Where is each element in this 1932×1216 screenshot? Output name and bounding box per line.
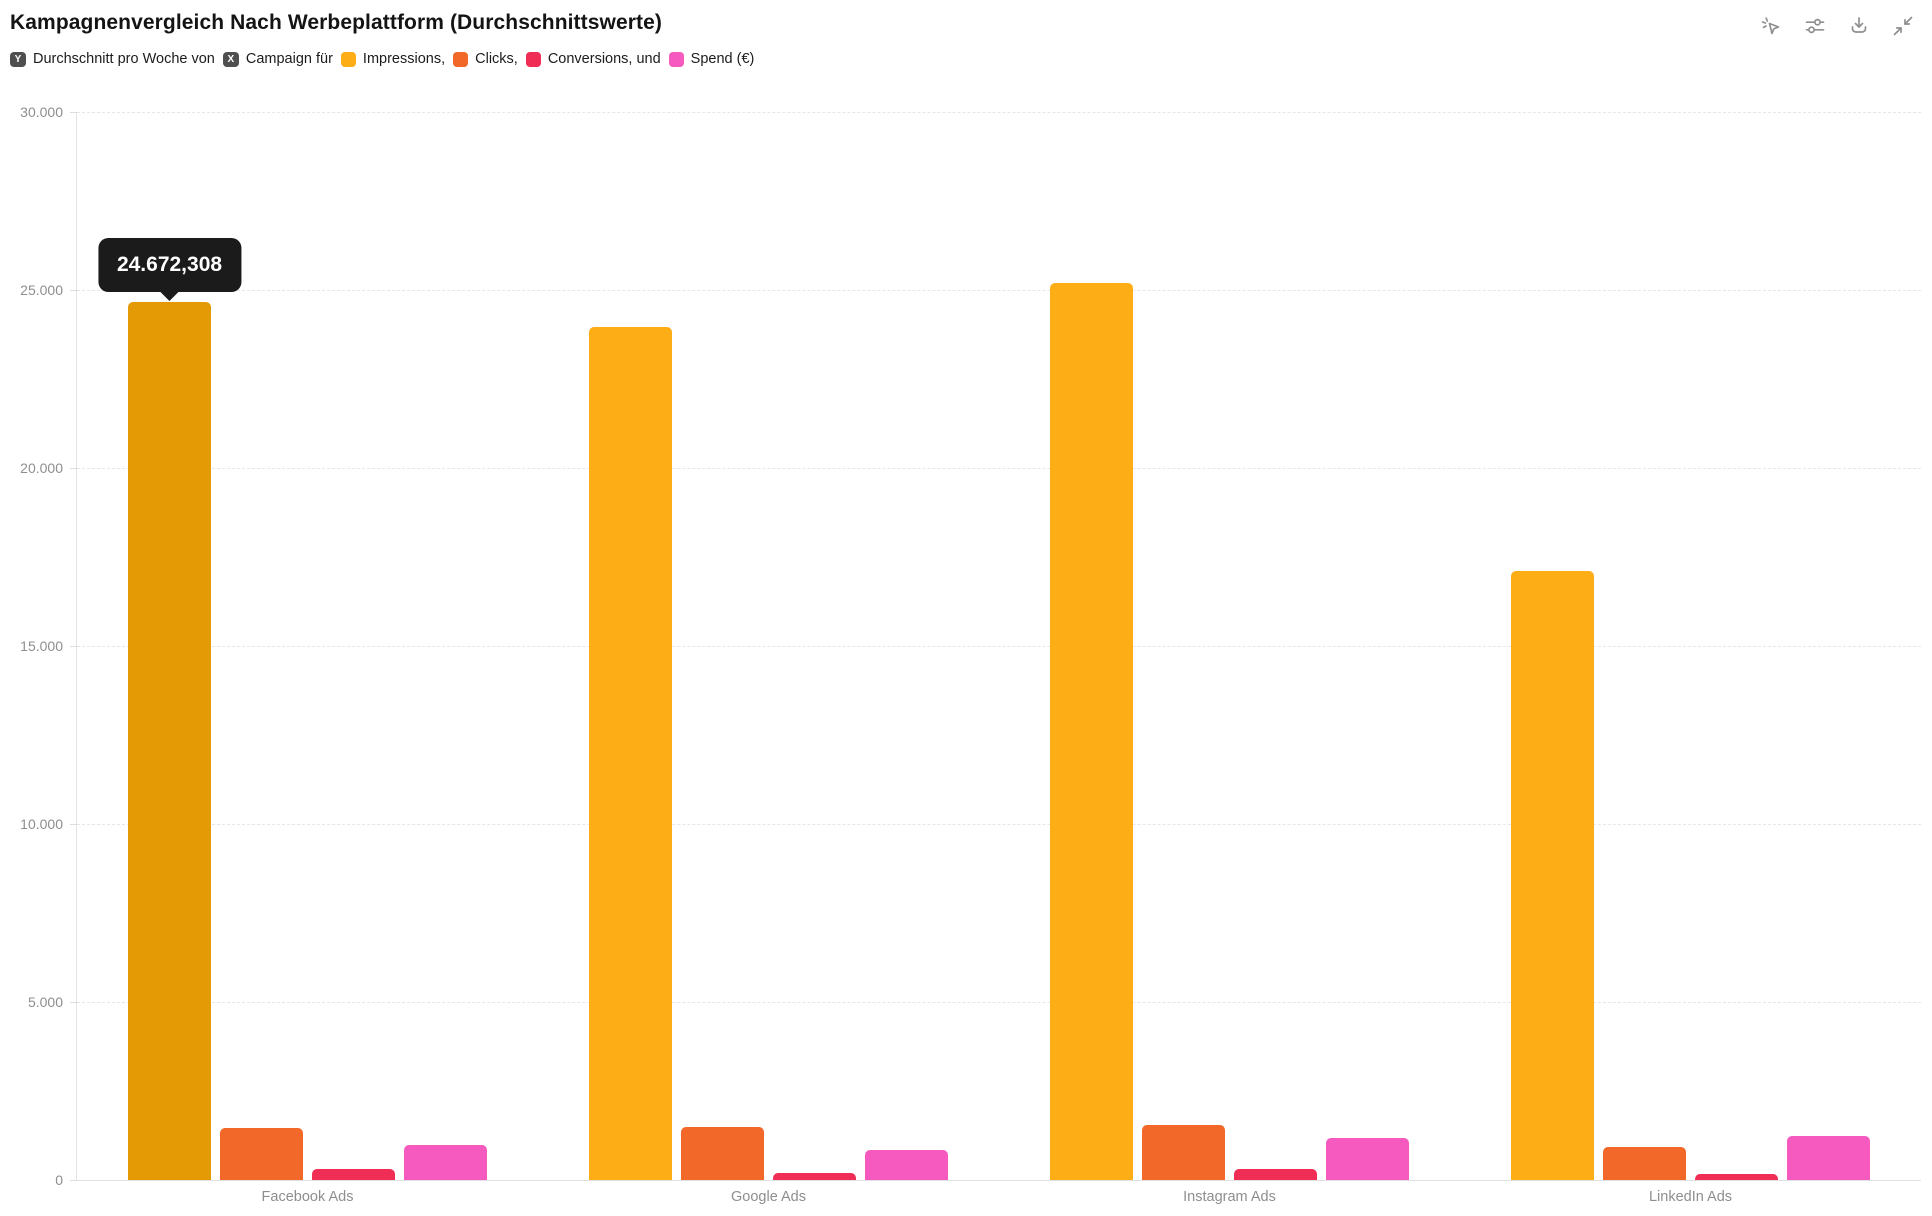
x-tick-label: Instagram Ads [1183, 1189, 1276, 1205]
bar-google-ads-spend[interactable] [865, 1150, 948, 1180]
settings-button[interactable] [1801, 12, 1828, 39]
y-tick-mark [70, 646, 77, 647]
gridline-5.000 [77, 1002, 1921, 1003]
legend-label: Impressions, [362, 51, 446, 67]
legend-segment: Y Durchschnitt pro Woche von [10, 51, 215, 67]
gridline-10.000 [77, 824, 1921, 825]
y-tick-mark [70, 468, 77, 469]
y-tick-mark [70, 1002, 77, 1003]
bar-google-ads-impressions[interactable] [589, 327, 672, 1180]
y-tick-label: 5.000 [27, 994, 63, 1010]
y-tick-label: 0 [55, 1172, 63, 1188]
bar-chart-plot: 24.672,308 30.000 25.000 20.000 15.000 10.00… [20, 104, 1921, 1205]
legend-swatch [525, 51, 541, 67]
legend-label: Clicks, [475, 51, 518, 67]
y-tick-label: 15.000 [20, 638, 63, 654]
y-tick-mark [70, 824, 77, 825]
bar-facebook-ads-conversions[interactable] [312, 1169, 395, 1180]
bar-google-ads-conversions[interactable] [773, 1173, 856, 1180]
chart-toolbar [1757, 12, 1916, 39]
legend-label: Conversions, und [547, 51, 661, 67]
legend-swatch [668, 51, 684, 67]
y-tick-label: 30.000 [20, 104, 63, 120]
gridline-15.000 [77, 646, 1921, 647]
hover-tooltip-button[interactable] [1757, 12, 1784, 39]
legend-segment: Conversions, und [525, 51, 661, 67]
y-tick-label: 25.000 [20, 282, 63, 298]
collapse-icon [1891, 14, 1915, 38]
download-button[interactable] [1845, 12, 1872, 39]
legend-label: Campaign für [245, 51, 333, 67]
bar-instagram-ads-conversions[interactable] [1234, 1168, 1317, 1180]
click-cursor-icon [1759, 14, 1783, 38]
bar-facebook-ads-clicks[interactable] [220, 1128, 303, 1180]
legend-swatch [340, 51, 356, 67]
value-tooltip: 24.672,308 [97, 237, 242, 292]
y-tick-label: 20.000 [20, 460, 63, 476]
y-tick-mark [70, 290, 77, 291]
y-tick-mark [70, 1180, 77, 1181]
bar-linkedin-ads-spend[interactable] [1787, 1135, 1870, 1180]
bar-instagram-ads-clicks[interactable] [1142, 1125, 1225, 1180]
x-axis-badge: X [222, 51, 239, 67]
download-icon [1847, 14, 1871, 38]
sliders-icon [1803, 14, 1827, 38]
legend-label: Spend (€) [690, 51, 755, 67]
x-tick-label: Facebook Ads [261, 1189, 354, 1205]
collapse-button[interactable] [1889, 12, 1916, 39]
bar-linkedin-ads-conversions[interactable] [1695, 1173, 1778, 1180]
bar-linkedin-ads-clicks[interactable] [1603, 1146, 1686, 1180]
bar-facebook-ads-spend[interactable] [404, 1145, 487, 1180]
legend-swatch [453, 51, 469, 67]
gridline-25.000 [77, 290, 1921, 291]
x-tick-label: Google Ads [731, 1189, 806, 1205]
legend-segment: X Campaign für [222, 51, 333, 67]
legend-segment: Clicks, [453, 51, 518, 67]
bar-linkedin-ads-impressions[interactable] [1511, 571, 1594, 1180]
x-tick-label: LinkedIn Ads [1648, 1189, 1733, 1205]
y-tick-label: 10.000 [20, 816, 63, 832]
bar-instagram-ads-impressions[interactable] [1050, 282, 1133, 1180]
legend-label: Durchschnitt pro Woche von [33, 51, 215, 67]
y-tick-mark [70, 112, 77, 113]
gridline-20.000 [77, 468, 1921, 469]
bar-instagram-ads-spend[interactable] [1326, 1138, 1409, 1180]
tooltip-value: 24.672,308 [116, 252, 223, 276]
chart-caption: Y Durchschnitt pro Woche von X Campaign für… [10, 51, 754, 67]
y-axis-badge: Y [10, 51, 26, 67]
gridline-30.000 [77, 112, 1921, 113]
legend-segment: Spend (€) [668, 51, 755, 67]
page-title: Kampagnenvergleich Nach Werbeplattform (… [10, 11, 662, 34]
bar-google-ads-clicks[interactable] [681, 1127, 764, 1180]
bar-facebook-ads-impressions[interactable] [128, 301, 211, 1180]
legend-segment: Impressions, [340, 51, 446, 67]
